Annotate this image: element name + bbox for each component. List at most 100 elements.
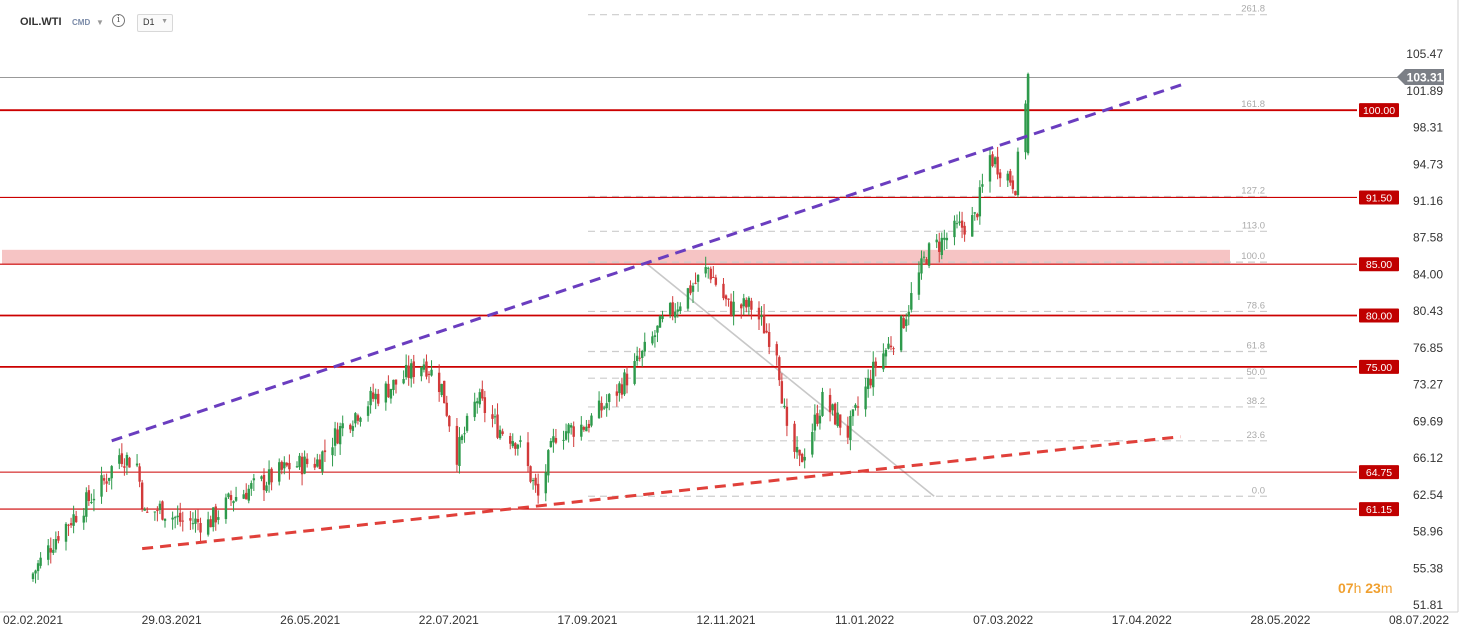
- candle-body: [412, 361, 415, 378]
- candle-body: [516, 444, 520, 449]
- candle-body: [232, 501, 235, 504]
- candle-body: [394, 379, 398, 385]
- candle-body: [526, 442, 530, 467]
- candle-body: [960, 220, 964, 228]
- symbol-label[interactable]: OIL.WTI: [20, 16, 62, 28]
- candle-body: [140, 482, 144, 509]
- candle-body: [821, 391, 824, 416]
- candle-body: [991, 154, 994, 167]
- candle-body: [638, 357, 641, 359]
- candle-body: [473, 401, 476, 418]
- candle-body: [722, 283, 725, 299]
- candle-body: [567, 424, 570, 434]
- time-axis[interactable]: 02.02.2021 29.03.2021 26.05.2021 22.07.2021…: [0, 611, 1458, 627]
- candle-body: [938, 241, 941, 252]
- candle-body: [354, 413, 357, 424]
- candle-body: [425, 361, 428, 377]
- level-badge-text: 91.50: [1366, 192, 1392, 204]
- candle-body: [427, 373, 431, 375]
- candle-body: [460, 435, 464, 441]
- timer-minutes-unit: m: [1380, 580, 1393, 596]
- candle-body: [300, 456, 304, 475]
- candle-body: [783, 405, 786, 407]
- candle-body: [100, 475, 103, 497]
- price-axis[interactable]: 105.47 101.89 98.31 94.73 91.16 87.58 84.00 80.…: [1406, 0, 1459, 612]
- instrument-type-caret-icon[interactable]: ▼: [96, 18, 104, 27]
- level-badge-85.00: [1359, 257, 1399, 272]
- candle-body: [892, 348, 895, 350]
- candle-body: [935, 239, 938, 243]
- candle-body: [976, 214, 979, 218]
- chart-toolbar: OIL.WTI CMD ▼ i D1 ▼: [0, 0, 300, 44]
- candle-body: [887, 343, 890, 349]
- candle-body: [742, 298, 745, 307]
- candle-body: [227, 493, 230, 498]
- candle-body: [242, 494, 245, 499]
- candle-body: [1011, 180, 1015, 190]
- candle-body: [732, 301, 735, 316]
- candle-body: [369, 390, 372, 406]
- candle-body: [260, 476, 263, 479]
- candle-body: [305, 458, 309, 465]
- fib-label-61.8: 61.8: [1247, 340, 1266, 351]
- candle-body: [90, 501, 93, 503]
- candle-body: [953, 220, 956, 238]
- candle-body: [973, 212, 976, 214]
- candle-body: [143, 509, 146, 511]
- date-tick-label: 26.05.2021: [280, 613, 340, 627]
- candle-body: [82, 515, 85, 523]
- candle-body: [407, 365, 410, 378]
- instrument-type-label[interactable]: CMD: [72, 18, 91, 27]
- candle-body: [374, 393, 377, 400]
- candle-body: [671, 302, 674, 315]
- last-price-text: 103.31: [1407, 71, 1444, 85]
- candle-body: [491, 414, 494, 419]
- candle-body: [125, 454, 129, 466]
- candle-body: [402, 379, 405, 384]
- candle-body: [907, 311, 910, 317]
- candle-body: [283, 462, 286, 469]
- candle-body: [366, 406, 370, 416]
- candle-body: [39, 557, 42, 566]
- candle-body: [864, 386, 867, 410]
- candle-body: [247, 488, 250, 501]
- timeframe-select[interactable]: D1 ▼: [137, 14, 173, 32]
- candle-body: [265, 485, 268, 492]
- candle-body: [156, 510, 159, 512]
- fib-label-261.8: 261.8: [1241, 4, 1265, 15]
- candle-body: [72, 514, 75, 526]
- candle-body: [173, 517, 177, 519]
- resistance-zone: [2, 249, 1230, 265]
- candle-body: [356, 415, 360, 421]
- candle-body: [839, 414, 842, 428]
- candle-body: [625, 373, 629, 386]
- candle-body: [651, 336, 654, 344]
- timeframe-value: D1: [143, 17, 155, 27]
- candle-body: [448, 415, 451, 427]
- level-badge-text: 61.15: [1366, 504, 1392, 516]
- candle-body: [483, 397, 487, 413]
- candle-body: [34, 570, 37, 574]
- candle-body: [49, 548, 52, 553]
- candle-body: [128, 457, 131, 468]
- timer-minutes: 23: [1365, 580, 1381, 596]
- fib-label-38.2: 38.2: [1247, 396, 1266, 407]
- candle-body: [146, 511, 149, 513]
- candle-body: [476, 401, 479, 404]
- candle-body: [729, 301, 733, 316]
- candle-body: [349, 424, 352, 430]
- info-icon[interactable]: i: [112, 14, 125, 27]
- candle-body: [872, 361, 875, 388]
- candle-body: [392, 379, 395, 391]
- level-badge-text: 85.00: [1366, 259, 1392, 271]
- candle-body: [245, 492, 248, 500]
- candle-body: [270, 468, 273, 483]
- candle-body: [181, 520, 184, 522]
- candle-body: [194, 518, 197, 524]
- timer-hours: 07: [1338, 580, 1354, 596]
- candle-body: [163, 518, 167, 521]
- candle-body: [313, 463, 316, 468]
- candle-body: [727, 298, 730, 300]
- fib-label-161.8: 161.8: [1241, 99, 1265, 110]
